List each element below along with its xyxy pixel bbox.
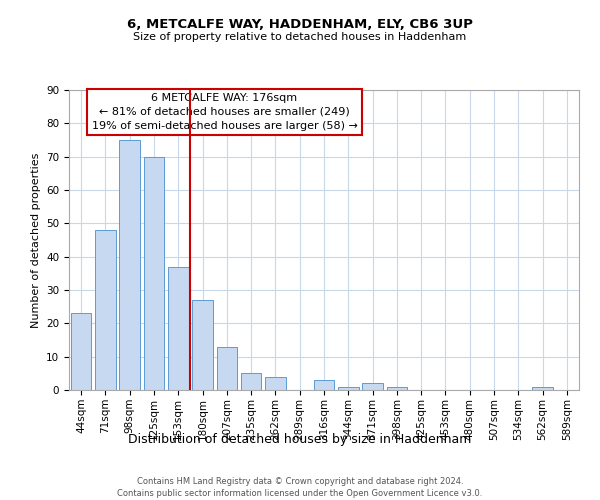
Text: Distribution of detached houses by size in Haddenham: Distribution of detached houses by size … — [128, 432, 472, 446]
Bar — [168, 266, 188, 390]
Bar — [532, 386, 553, 390]
Bar — [265, 376, 286, 390]
Bar — [71, 314, 91, 390]
Bar — [192, 300, 213, 390]
Text: Contains HM Land Registry data © Crown copyright and database right 2024.: Contains HM Land Registry data © Crown c… — [137, 478, 463, 486]
Bar — [314, 380, 334, 390]
Bar — [241, 374, 262, 390]
Text: Size of property relative to detached houses in Haddenham: Size of property relative to detached ho… — [133, 32, 467, 42]
Bar — [338, 386, 359, 390]
Text: 6, METCALFE WAY, HADDENHAM, ELY, CB6 3UP: 6, METCALFE WAY, HADDENHAM, ELY, CB6 3UP — [127, 18, 473, 30]
Bar — [217, 346, 237, 390]
Bar — [95, 230, 116, 390]
Bar — [386, 386, 407, 390]
Bar — [119, 140, 140, 390]
Y-axis label: Number of detached properties: Number of detached properties — [31, 152, 41, 328]
Text: Contains public sector information licensed under the Open Government Licence v3: Contains public sector information licen… — [118, 489, 482, 498]
Bar — [143, 156, 164, 390]
Bar — [362, 384, 383, 390]
Text: 6 METCALFE WAY: 176sqm
← 81% of detached houses are smaller (249)
19% of semi-de: 6 METCALFE WAY: 176sqm ← 81% of detached… — [92, 93, 358, 131]
